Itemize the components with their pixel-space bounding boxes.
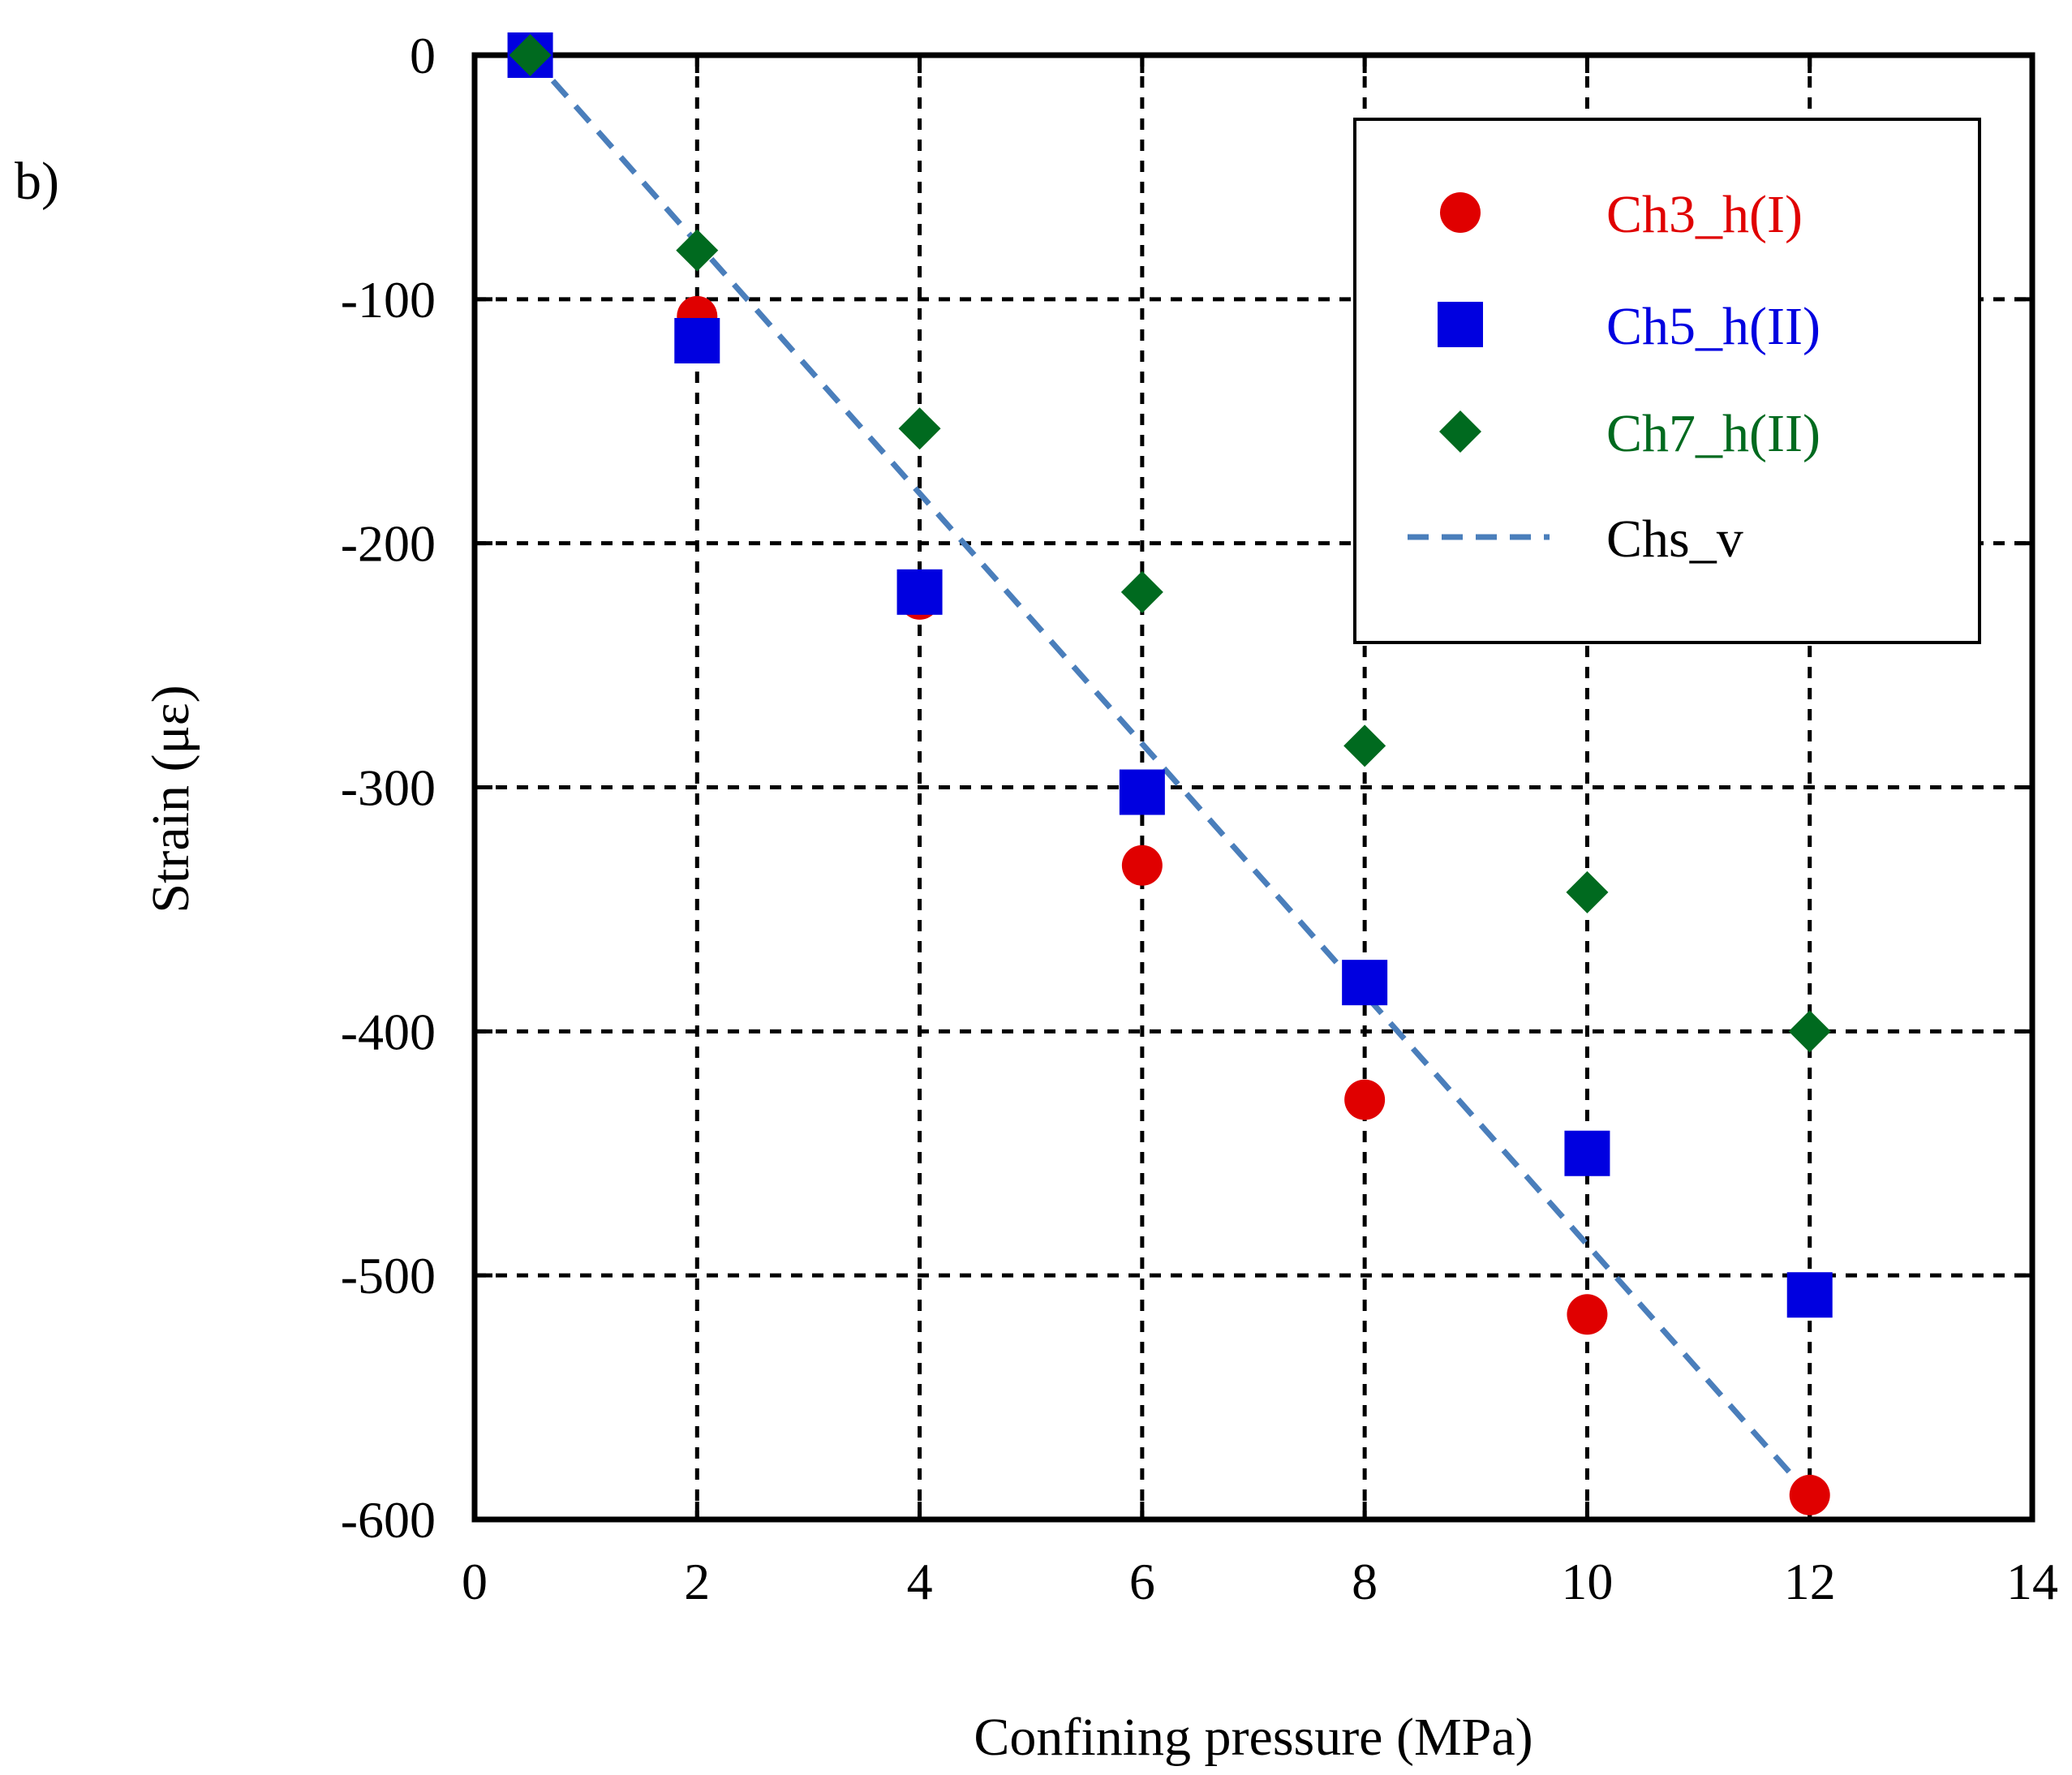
y-tick-label: -400 [341, 1003, 436, 1060]
x-tick-label: 10 [1561, 1553, 1613, 1610]
y-tick-label: -200 [341, 515, 436, 573]
legend-label-chs-v: Chs_v [1606, 509, 1743, 569]
ch7-h-ii-point [1566, 870, 1609, 913]
legend-label-ch7-h-ii: Ch7_h(II) [1606, 404, 1821, 463]
ch5-h-ii-point [1119, 769, 1165, 815]
y-axis-title: Strain (με) [141, 685, 200, 913]
ch7-h-ii-point [676, 229, 719, 272]
ch5-h-ii-point [1786, 1272, 1833, 1318]
ch7-h-ii-point [898, 407, 941, 450]
y-tick-label: -600 [341, 1491, 436, 1549]
ch5-h-ii-point [1342, 960, 1388, 1006]
ch5-h-ii-point [896, 569, 943, 615]
ch3-h-i-point [1121, 845, 1163, 886]
x-tick-label: 2 [684, 1553, 710, 1610]
x-tick-labels: 0 2 4 6 8 10 12 14 [462, 1553, 2058, 1610]
y-tick-label: -300 [341, 759, 436, 817]
ch3-h-i-point [1344, 1079, 1386, 1120]
y-tick-label: -100 [341, 271, 436, 329]
legend-label-ch5-h-ii: Ch5_h(II) [1606, 297, 1821, 356]
ch7-h-ii-point [1343, 724, 1386, 767]
x-tick-label: 0 [462, 1553, 488, 1610]
x-axis-title: Confining pressure (MPa) [974, 1708, 1533, 1767]
series-chs-v [527, 53, 1812, 1498]
legend-label-ch3-h-i: Ch3_h(I) [1606, 185, 1803, 244]
ch7-h-ii-point [509, 34, 552, 76]
ch5-h-ii-point [674, 317, 720, 363]
legend-swatch-ch3-h-i [1440, 192, 1481, 233]
ch3-h-i-point [1789, 1474, 1830, 1515]
x-tick-label: 6 [1129, 1553, 1155, 1610]
ch3-h-i-point [1567, 1294, 1608, 1335]
data-points [507, 32, 1833, 1515]
y-tick-label: 0 [410, 27, 436, 84]
legend-swatch-ch5-h-ii [1438, 302, 1483, 347]
x-tick-label: 14 [2006, 1553, 2058, 1610]
x-tick-label: 8 [1352, 1553, 1378, 1610]
ch7-h-ii-point [1120, 570, 1163, 613]
y-tick-label: -500 [341, 1247, 436, 1304]
panel-label: b) [15, 152, 59, 211]
x-tick-label: 4 [907, 1553, 933, 1610]
legend: Ch3_h(I) Ch5_h(II) Ch7_h(II) Chs_v [1353, 118, 1981, 644]
ch5-h-ii-point [1564, 1130, 1610, 1176]
y-tick-labels: 0 -100 -200 -300 -400 -500 -600 [341, 27, 436, 1549]
chs-v-line [527, 53, 1812, 1498]
x-tick-label: 12 [1784, 1553, 1836, 1610]
legend-swatch-ch7-h-ii [1439, 410, 1481, 453]
ch7-h-ii-point [1788, 1010, 1831, 1053]
legend-box [1353, 118, 1981, 644]
